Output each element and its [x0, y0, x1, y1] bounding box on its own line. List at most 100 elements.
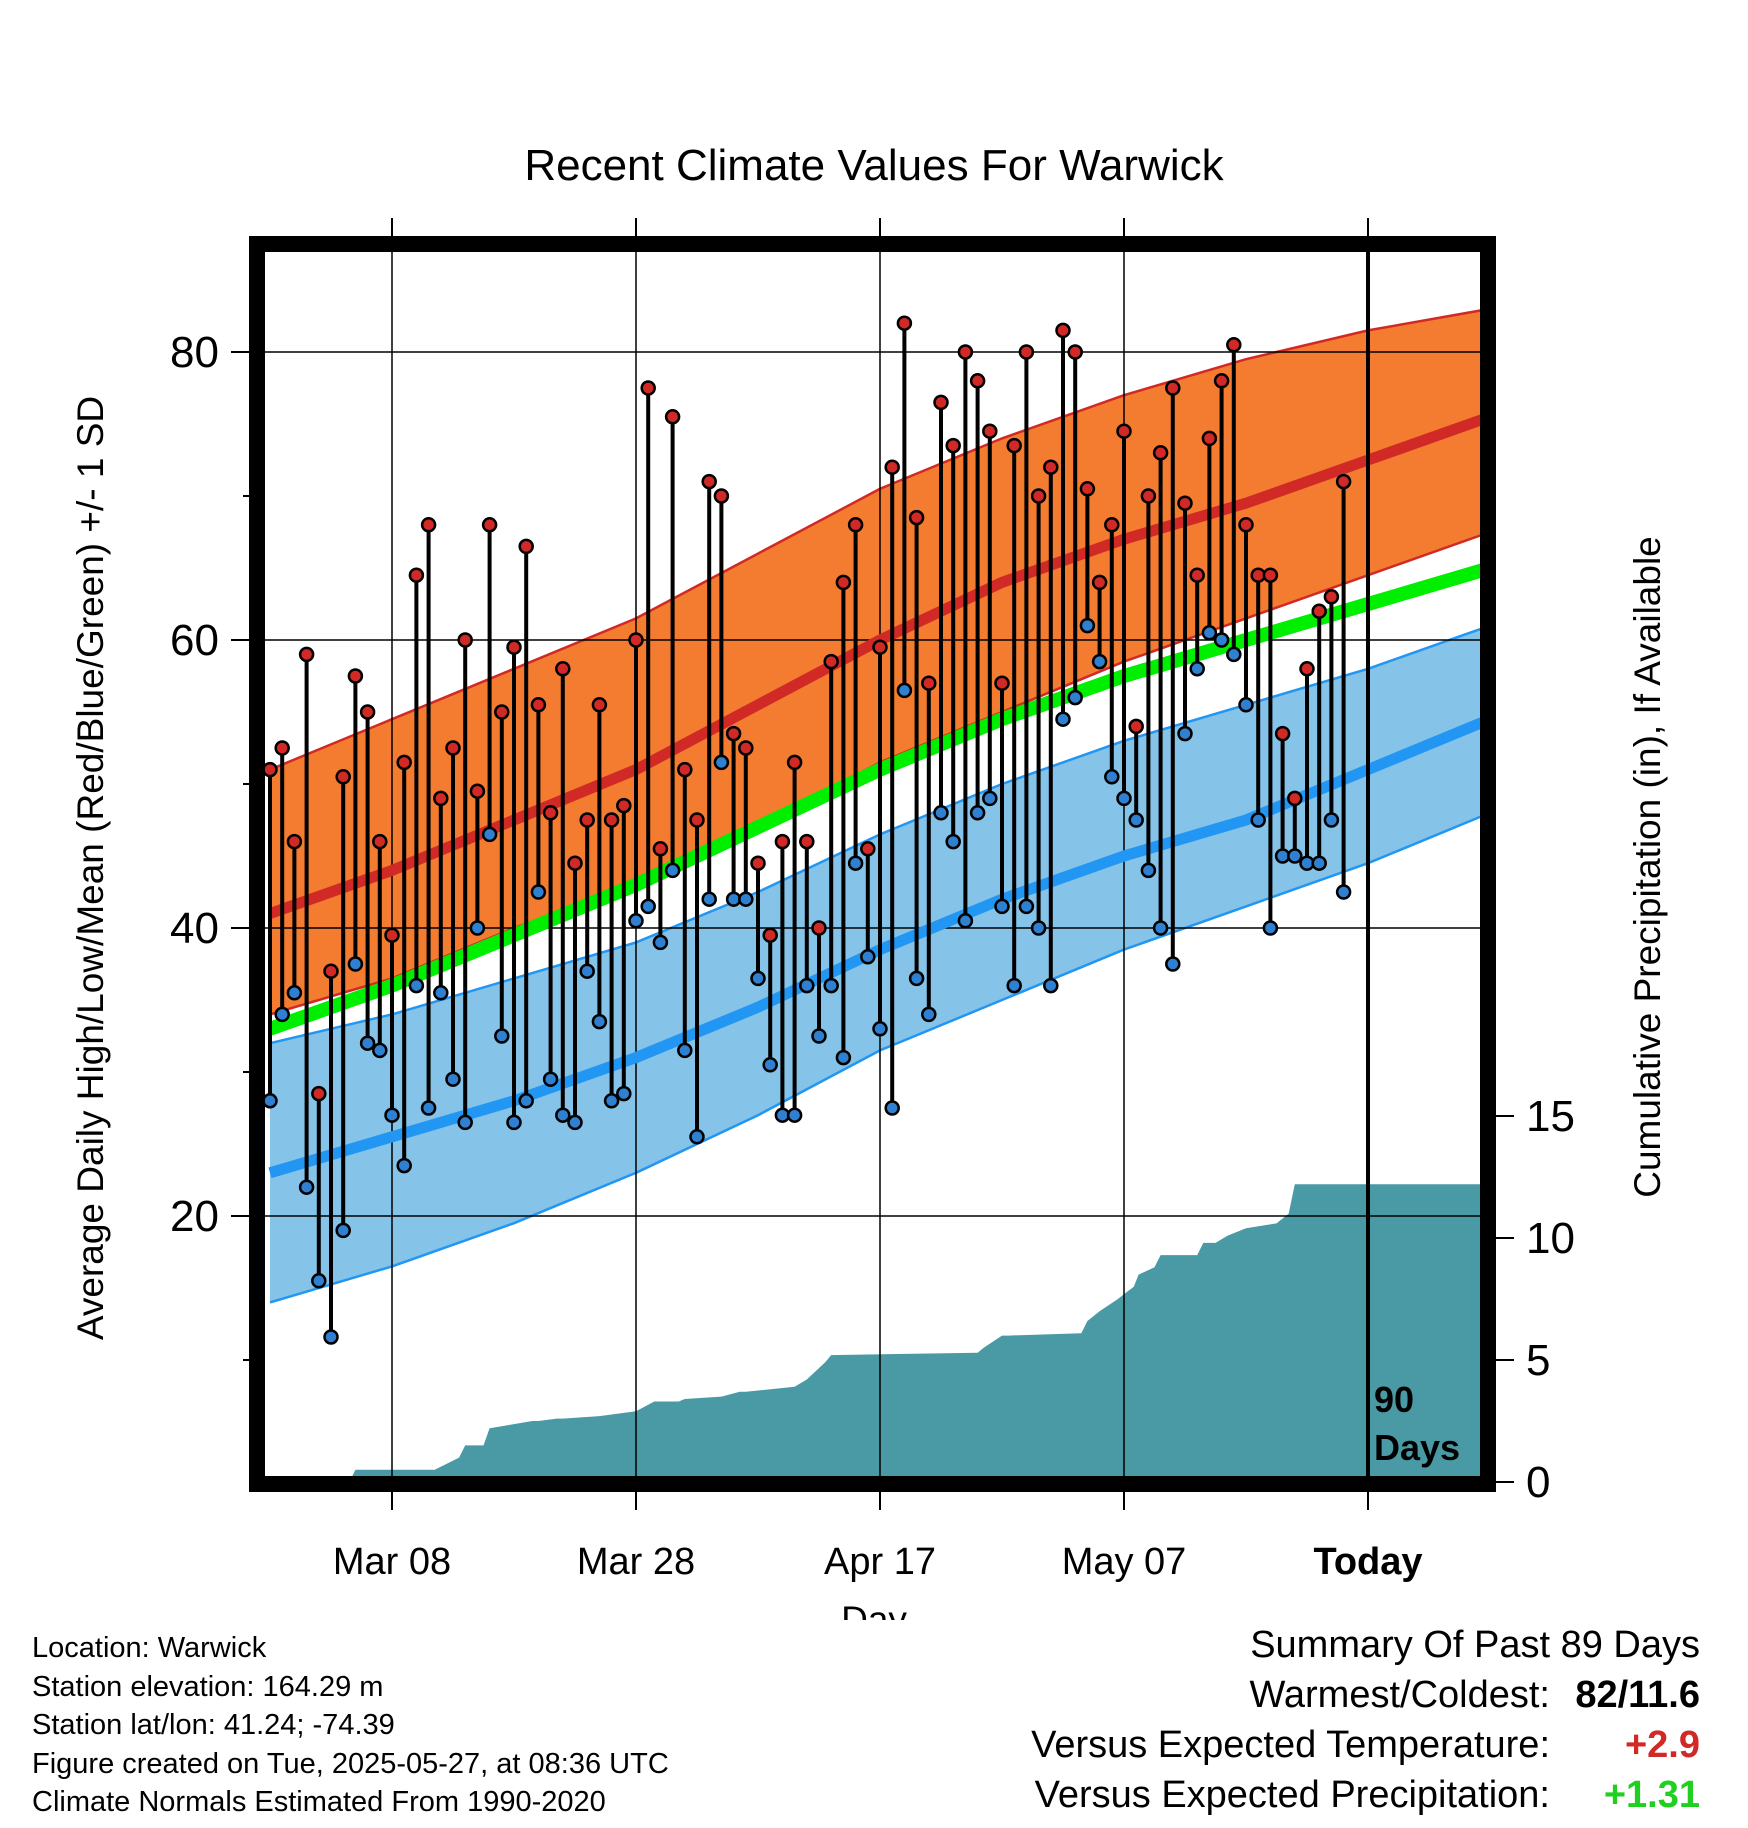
high-point — [603, 812, 620, 828]
summary-heading: Summary Of Past 89 Days — [1250, 1624, 1700, 1666]
low-point — [908, 970, 925, 987]
latlon-text: Station lat/lon: 41.24; -74.39 — [32, 1709, 395, 1741]
high-point — [664, 409, 681, 425]
low-point — [359, 1035, 376, 1051]
low-point — [311, 1273, 327, 1289]
high-point — [872, 639, 888, 655]
y-tick-label-right: 10 — [1526, 1214, 1575, 1263]
high-point — [1274, 725, 1291, 742]
high-point — [884, 459, 900, 475]
low-sd-band — [270, 629, 1480, 1303]
low-point — [957, 913, 974, 929]
low-point — [335, 1222, 351, 1239]
low-point — [555, 1107, 571, 1123]
high-point — [323, 963, 339, 979]
high-point — [567, 855, 583, 871]
high-point — [555, 661, 571, 677]
high-point — [896, 315, 913, 331]
low-point — [969, 805, 986, 821]
y-axis-left: 20 40 60 80 — [170, 328, 257, 1361]
low-point — [1140, 862, 1157, 879]
high-point — [1165, 380, 1181, 396]
high-point — [1067, 344, 1083, 360]
low-point — [347, 956, 364, 972]
high-point — [481, 517, 498, 533]
low-point — [811, 1028, 827, 1044]
high-point — [957, 344, 974, 360]
low-point — [786, 1107, 803, 1123]
normals-text: Climate Normals Estimated From 1990-2020 — [32, 1786, 606, 1818]
high-point — [542, 805, 559, 821]
plot-inner: 90 Days — [265, 252, 1480, 1476]
low-point — [1201, 625, 1218, 641]
high-point — [1299, 661, 1315, 677]
low-point — [494, 1028, 510, 1044]
high-point — [847, 517, 864, 533]
high-point — [1091, 574, 1108, 591]
y-tick-label-right: 15 — [1526, 1092, 1575, 1141]
high-point — [1226, 337, 1242, 353]
low-point — [265, 1093, 278, 1109]
high-point — [469, 783, 486, 799]
low-point — [567, 1114, 583, 1131]
low-point — [994, 898, 1010, 915]
low-point — [1238, 697, 1254, 713]
high-point — [933, 394, 949, 411]
high-point — [982, 423, 998, 439]
low-point — [396, 1157, 412, 1174]
y-tick-label-right: 0 — [1526, 1458, 1550, 1507]
high-point — [652, 841, 669, 857]
low-point — [1043, 977, 1059, 994]
high-point — [823, 653, 839, 670]
low-point — [1189, 661, 1205, 677]
high-point — [689, 812, 705, 828]
y-tick-label-right: 5 — [1526, 1336, 1550, 1385]
low-point — [1226, 646, 1242, 663]
low-point — [1116, 790, 1132, 807]
chart-title: Recent Climate Values For Warwick — [524, 141, 1224, 190]
high-point — [713, 488, 730, 504]
high-point — [1152, 445, 1169, 461]
low-point — [518, 1093, 534, 1109]
low-point — [542, 1071, 559, 1087]
x-tick-label: Mar 28 — [577, 1541, 695, 1583]
low-point — [689, 1129, 705, 1145]
high-point — [701, 473, 717, 490]
high-point — [274, 740, 290, 756]
low-point — [1287, 848, 1303, 864]
precip-area — [349, 1184, 1480, 1476]
low-point — [616, 1085, 632, 1102]
low-point — [701, 891, 717, 907]
low-point — [591, 1013, 608, 1030]
plot-frame — [249, 236, 1496, 1492]
high-point — [494, 704, 510, 720]
high-point — [433, 790, 449, 807]
low-point — [652, 934, 669, 951]
created-text: Figure created on Tue, 2025-05-27, at 08… — [32, 1747, 669, 1780]
high-point — [1177, 495, 1193, 511]
low-point — [640, 898, 656, 915]
low-point — [1165, 956, 1181, 972]
today-annotation-days-word: Days — [1374, 1427, 1460, 1468]
low-point — [1311, 855, 1327, 871]
low-point — [1335, 884, 1352, 900]
high-point — [579, 812, 595, 828]
high-point — [738, 740, 754, 756]
y-axis-label-right: Cumulative Precipitation (in), If Availa… — [1627, 536, 1668, 1198]
low-point — [1262, 920, 1279, 936]
warm-cold-row: Warmest/Coldest: 82/11.6 — [1031, 1670, 1700, 1720]
low-point — [982, 790, 998, 807]
high-point — [1030, 488, 1047, 504]
low-point — [896, 682, 913, 699]
low-point — [445, 1071, 461, 1087]
x-tick-label: Today — [1313, 1541, 1422, 1583]
low-point — [1128, 812, 1144, 828]
low-point — [921, 1006, 937, 1023]
low-point — [872, 1021, 888, 1037]
high-point — [347, 668, 364, 684]
high-point — [786, 754, 803, 771]
temp-anomaly-value: +2.9 — [1624, 1724, 1700, 1766]
high-point — [640, 380, 656, 396]
x-tick-label: Mar 08 — [333, 1541, 451, 1583]
high-point — [1201, 430, 1218, 447]
